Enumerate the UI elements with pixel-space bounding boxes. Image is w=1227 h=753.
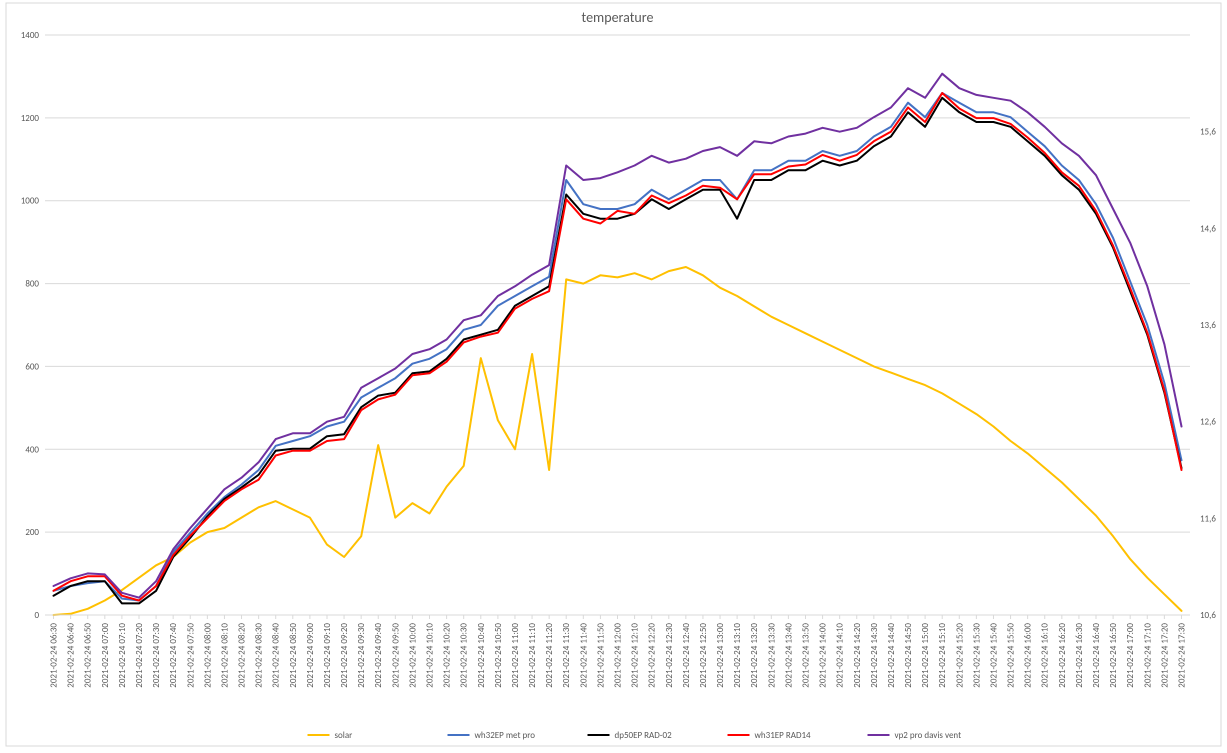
x-axis-label: 2021-02-24 15:10 xyxy=(937,623,948,688)
x-axis-label: 2021-02-24 10:10 xyxy=(425,623,436,688)
x-axis-label: 2021-02-24 09:00 xyxy=(305,623,316,688)
x-axis-label: 2021-02-24 08:30 xyxy=(254,623,265,688)
svg-text:14,6: 14,6 xyxy=(1200,223,1216,234)
legend-item-wh32EP-met-pro: wh32EP met pro xyxy=(475,730,536,741)
x-axis-label: 2021-02-24 17:00 xyxy=(1125,623,1136,688)
x-axis-label: 2021-02-24 14:20 xyxy=(852,623,863,688)
svg-text:13,6: 13,6 xyxy=(1200,320,1216,331)
legend: solar wh32EP met pro dp50EP RAD-02 wh31EP R… xyxy=(308,730,962,741)
x-axis-label: 2021-02-24 16:20 xyxy=(1057,623,1068,688)
x-axis-label: 2021-02-24 12:00 xyxy=(613,623,624,688)
legend-item-solar: solar xyxy=(335,730,353,741)
x-axis-label: 2021-02-24 16:50 xyxy=(1108,623,1119,688)
series-wh32EP-met-pro xyxy=(54,93,1182,601)
x-axis-label: 2021-02-24 13:00 xyxy=(715,623,726,688)
svg-text:1400: 1400 xyxy=(21,30,40,41)
x-axis-label: 2021-02-24 09:40 xyxy=(373,623,384,688)
x-axis-label: 2021-02-24 10:00 xyxy=(407,623,418,688)
x-axis-label: 2021-02-24 07:30 xyxy=(151,623,162,688)
series-vp2-pro-davis-vent xyxy=(54,74,1182,598)
x-axis-label: 2021-02-24 08:40 xyxy=(271,623,282,688)
x-axis-label: 2021-02-24 16:00 xyxy=(1023,623,1034,688)
x-axis-label: 2021-02-24 13:40 xyxy=(783,623,794,688)
x-axis-label: 2021-02-24 17:10 xyxy=(1142,623,1153,688)
x-axis-label: 2021-02-24 08:50 xyxy=(288,623,299,688)
svg-text:800: 800 xyxy=(25,279,39,290)
x-axis-label: 2021-02-24 11:10 xyxy=(527,623,538,688)
x-axis-label: 2021-02-24 06:30 xyxy=(49,623,60,688)
svg-text:1200: 1200 xyxy=(21,113,40,124)
temperature-chart: 0 200 400 600 800 1000 1200 1400 10,6 11,6 12,6 13,… xyxy=(0,0,1227,753)
chart-title: temperature xyxy=(582,9,654,26)
legend-item-vp2-pro-davis-vent: vp2 pro davis vent xyxy=(895,730,962,741)
svg-text:400: 400 xyxy=(25,444,39,455)
x-axis-label: 2021-02-24 17:30 xyxy=(1176,623,1187,688)
svg-text:1000: 1000 xyxy=(21,196,40,207)
x-axis-label: 2021-02-24 07:40 xyxy=(168,623,179,688)
x-axis-label: 2021-02-24 12:20 xyxy=(647,623,658,688)
x-axis-label: 2021-02-24 07:20 xyxy=(134,623,145,688)
x-axis-label: 2021-02-24 11:30 xyxy=(561,623,572,688)
x-axis-label: 2021-02-24 12:40 xyxy=(681,623,692,688)
x-axis-label: 2021-02-24 12:10 xyxy=(630,623,641,688)
x-axis-label: 2021-02-24 14:30 xyxy=(869,623,880,688)
svg-text:600: 600 xyxy=(25,361,39,372)
x-axis-label: 2021-02-24 06:40 xyxy=(66,623,77,688)
x-axis-label: 2021-02-24 15:40 xyxy=(988,623,999,688)
svg-text:15,6: 15,6 xyxy=(1200,127,1216,138)
x-axis-label: 2021-02-24 10:40 xyxy=(476,623,487,688)
x-axis-label: 2021-02-24 11:20 xyxy=(544,623,555,688)
x-axis-label: 2021-02-24 17:20 xyxy=(1159,623,1170,688)
x-axis-label: 2021-02-24 10:30 xyxy=(459,623,470,688)
svg-text:11,6: 11,6 xyxy=(1200,513,1216,524)
x-axis-label: 2021-02-24 14:10 xyxy=(835,623,846,688)
series-solar xyxy=(54,267,1182,615)
x-axis-label: 2021-02-24 07:50 xyxy=(185,623,196,688)
x-axis-label: 2021-02-24 15:30 xyxy=(971,623,982,688)
x-axis-label: 2021-02-24 13:30 xyxy=(766,623,777,688)
x-axis-label: 2021-02-24 07:10 xyxy=(117,623,128,688)
x-axis-label: 2021-02-24 07:00 xyxy=(100,623,111,688)
x-axis-label: 2021-02-24 13:10 xyxy=(732,623,743,688)
x-axis-label: 2021-02-24 08:10 xyxy=(219,623,230,688)
svg-text:0: 0 xyxy=(34,610,39,621)
x-axis-label: 2021-02-24 10:50 xyxy=(493,623,504,688)
x-axis-label: 2021-02-24 13:20 xyxy=(749,623,760,688)
legend-item-wh31EP-RAD14: wh31EP RAD14 xyxy=(755,730,812,741)
x-axis-label: 2021-02-24 13:50 xyxy=(800,623,811,688)
svg-text:200: 200 xyxy=(25,527,39,538)
svg-text:10,6: 10,6 xyxy=(1200,610,1216,621)
x-axis-label: 2021-02-24 15:50 xyxy=(1006,623,1017,688)
legend-item-dp50EP-RAD-02: dp50EP RAD-02 xyxy=(615,730,673,741)
series-wh31EP-RAD14 xyxy=(54,93,1182,601)
x-axis-label: 2021-02-24 15:00 xyxy=(920,623,931,688)
x-axis-label: 2021-02-24 09:30 xyxy=(356,623,367,688)
x-axis-label: 2021-02-24 08:00 xyxy=(202,623,213,688)
x-axis-label: 2021-02-24 10:20 xyxy=(442,623,453,688)
x-axis-label: 2021-02-24 12:30 xyxy=(664,623,675,688)
x-axis-label: 2021-02-24 06:50 xyxy=(83,623,94,688)
x-axis-label: 2021-02-24 08:20 xyxy=(237,623,248,688)
x-axis-label: 2021-02-24 14:00 xyxy=(818,623,829,688)
x-axis-label: 2021-02-24 11:50 xyxy=(595,623,606,688)
x-axis-label: 2021-02-24 09:20 xyxy=(339,623,350,688)
x-axis-label: 2021-02-24 11:00 xyxy=(510,623,521,688)
x-axis-label: 2021-02-24 16:40 xyxy=(1091,623,1102,688)
x-axis-label: 2021-02-24 09:50 xyxy=(390,623,401,688)
x-axis-label: 2021-02-24 16:10 xyxy=(1040,623,1051,688)
x-axis-label: 2021-02-24 14:40 xyxy=(886,623,897,688)
x-axis-label: 2021-02-24 12:50 xyxy=(698,623,709,688)
x-axis-label: 2021-02-24 09:10 xyxy=(322,623,333,688)
svg-text:12,6: 12,6 xyxy=(1200,417,1216,428)
x-axis-label: 2021-02-24 15:20 xyxy=(954,623,965,688)
x-axis-label: 2021-02-24 14:50 xyxy=(903,623,914,688)
x-axis-label: 2021-02-24 11:40 xyxy=(578,623,589,688)
chart-svg: 0 200 400 600 800 1000 1200 1400 10,6 11,6 12,6 13,… xyxy=(0,0,1227,753)
x-axis-label: 2021-02-24 16:30 xyxy=(1074,623,1085,688)
